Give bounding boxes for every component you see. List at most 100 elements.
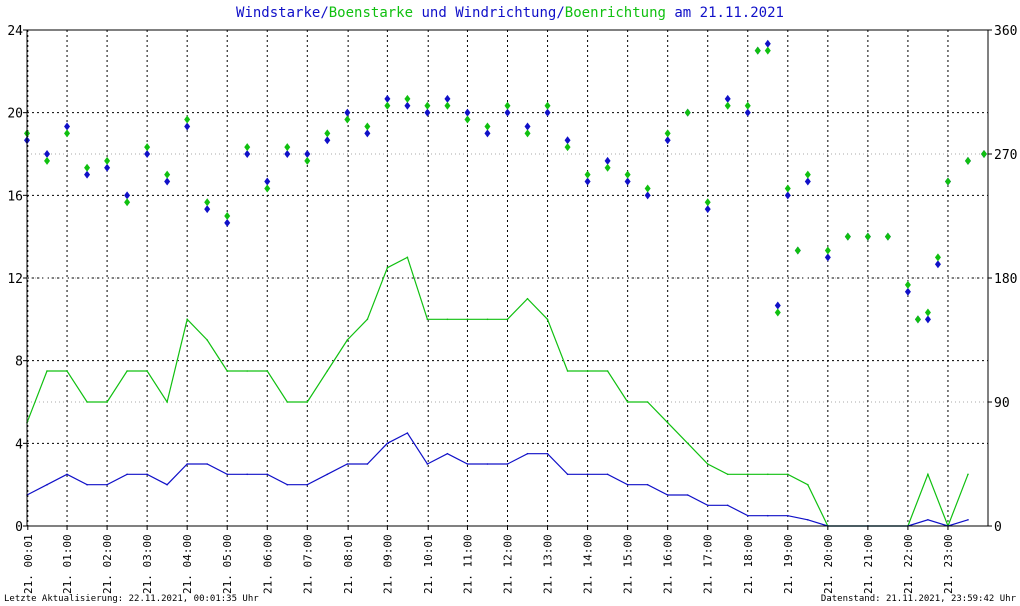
data-point-boenstarke — [46, 370, 48, 372]
data-point-windstarke — [86, 483, 88, 486]
left-tick-label: 20 — [7, 107, 23, 122]
chart-title: Windstarke/Boenstarke und Windrichtung/B… — [236, 5, 784, 21]
direction-point-boenrichtung — [424, 101, 431, 110]
direction-point-windrichtung — [304, 150, 311, 158]
data-point-boenstarke — [186, 318, 188, 321]
data-point-windstarke — [46, 483, 48, 486]
data-point-boenstarke — [646, 401, 649, 403]
direction-point-windrichtung — [404, 101, 411, 110]
x-tick-label: 21. 12:00 — [502, 534, 515, 594]
right-tick-label: 180 — [994, 272, 1017, 287]
direction-point-boenrichtung — [164, 170, 171, 179]
data-point-boenstarke — [767, 473, 769, 476]
direction-point-windrichtung — [44, 150, 51, 158]
data-point-boenstarke — [366, 318, 369, 321]
direction-point-boenrichtung — [344, 115, 351, 124]
left-tick-label: 8 — [15, 355, 23, 370]
direction-point-boenrichtung — [504, 101, 511, 110]
direction-point-boenrichtung — [764, 46, 771, 55]
data-point-windstarke — [566, 473, 569, 476]
direction-point-boenrichtung — [304, 156, 311, 165]
data-point-boenstarke — [807, 483, 809, 486]
data-point-windstarke — [186, 463, 188, 465]
direction-point-boenrichtung — [964, 156, 971, 165]
direction-point-boenrichtung — [784, 184, 791, 193]
data-point-boenstarke — [386, 266, 389, 269]
left-tick-label: 12 — [7, 272, 23, 287]
data-point-boenstarke — [286, 401, 289, 403]
direction-point-windrichtung — [664, 136, 671, 145]
direction-point-boenrichtung — [604, 163, 611, 172]
direction-point-boenrichtung — [224, 212, 231, 220]
direction-point-windrichtung — [544, 108, 551, 117]
data-point-windstarke — [426, 463, 429, 465]
data-point-boenstarke — [666, 421, 669, 424]
series-line-windstarke — [26, 432, 969, 527]
left-tick-label: 0 — [15, 520, 23, 535]
data-point-windstarke — [246, 473, 248, 476]
data-point-windstarke — [126, 473, 128, 476]
data-point-windstarke — [106, 483, 108, 486]
data-point-windstarke — [526, 452, 529, 455]
data-point-boenstarke — [606, 370, 609, 372]
direction-point-boenrichtung — [884, 232, 891, 241]
data-point-windstarke — [486, 463, 489, 465]
data-point-windstarke — [967, 519, 969, 521]
data-point-boenstarke — [346, 339, 349, 341]
data-point-windstarke — [446, 452, 449, 455]
x-tick-label: 21. 21:00 — [862, 534, 875, 594]
data-point-boenstarke — [927, 473, 929, 476]
title-sep2: / — [556, 5, 564, 21]
direction-point-windrichtung — [124, 191, 131, 200]
data-point-windstarke — [466, 463, 469, 465]
data-point-boenstarke — [166, 401, 168, 403]
data-point-windstarke — [406, 432, 409, 434]
x-tick-label: 21. 14:00 — [582, 534, 595, 594]
right-tick-label: 270 — [994, 148, 1017, 163]
direction-point-boenrichtung — [544, 101, 551, 110]
data-point-windstarke — [586, 473, 589, 476]
direction-point-boenrichtung — [524, 129, 531, 138]
data-point-boenstarke — [446, 318, 449, 321]
direction-point-boenrichtung — [184, 115, 191, 124]
data-point-boenstarke — [486, 318, 489, 321]
data-point-boenstarke — [206, 339, 208, 341]
direction-point-boenrichtung — [724, 101, 731, 110]
direction-point-windrichtung — [284, 150, 291, 158]
data-point-windstarke — [626, 483, 629, 486]
x-tick-label: 21. 16:00 — [662, 534, 675, 594]
direction-point-boenrichtung — [774, 308, 781, 317]
data-point-windstarke — [386, 442, 389, 445]
direction-point-boenrichtung — [84, 163, 91, 172]
direction-point-windrichtung — [204, 205, 211, 214]
data-point-windstarke — [787, 514, 789, 517]
data-point-windstarke — [366, 463, 369, 465]
direction-point-windrichtung — [84, 170, 91, 179]
direction-point-boenrichtung — [904, 280, 911, 289]
direction-point-windrichtung — [824, 253, 831, 262]
data-point-boenstarke — [526, 297, 529, 300]
direction-point-boenrichtung — [44, 156, 51, 165]
data-point-windstarke — [326, 473, 329, 476]
x-tick-label: 21. 23:00 — [942, 534, 955, 594]
direction-point-windrichtung — [364, 129, 371, 138]
data-point-windstarke — [646, 483, 649, 486]
direction-point-windrichtung — [384, 94, 391, 103]
direction-point-windrichtung — [224, 218, 231, 227]
right-tick-label: 360 — [994, 24, 1017, 39]
direction-point-boenrichtung — [484, 122, 491, 131]
data-point-windstarke — [146, 473, 148, 476]
direction-series — [24, 39, 987, 324]
data-point-boenstarke — [266, 370, 269, 372]
data-point-windstarke — [166, 483, 168, 486]
direction-point-windrichtung — [244, 150, 251, 158]
direction-point-windrichtung — [444, 94, 451, 103]
data-point-boenstarke — [546, 318, 549, 321]
data-point-boenstarke — [586, 370, 589, 372]
data-point-boenstarke — [106, 401, 108, 403]
left-tick-label: 16 — [7, 189, 23, 204]
direction-point-windrichtung — [584, 177, 591, 186]
axes — [23, 29, 992, 530]
data-point-boenstarke — [747, 473, 749, 476]
direction-point-boenrichtung — [264, 184, 271, 193]
